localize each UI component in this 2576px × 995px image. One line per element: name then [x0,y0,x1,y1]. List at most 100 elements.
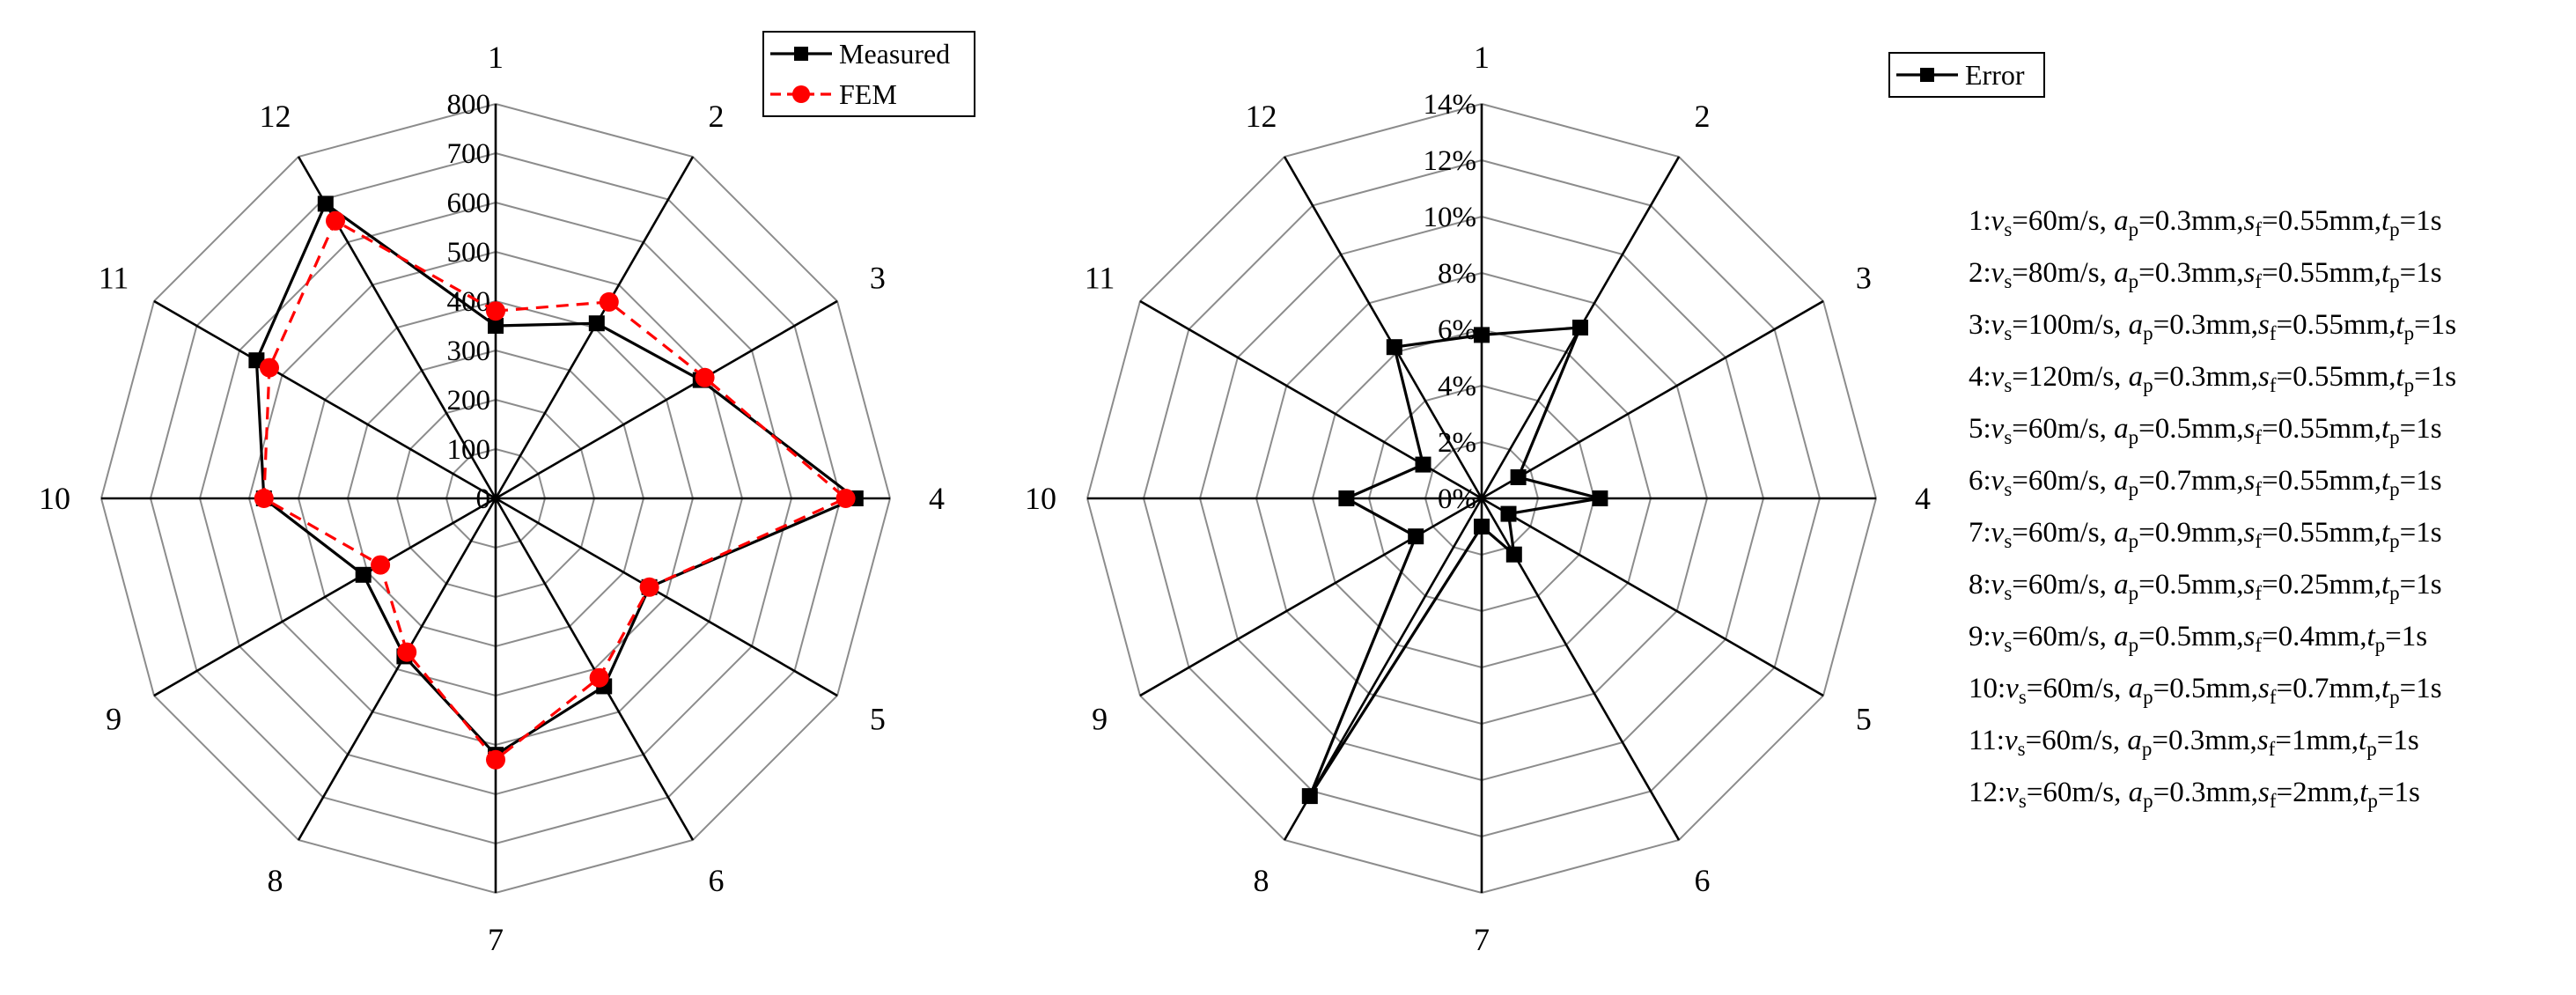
series-point [254,489,274,508]
radial-tick-label: 300 [447,335,491,367]
axis-label: 3 [870,261,886,296]
radial-tick-label: 100 [447,434,491,466]
series-point [1505,546,1522,563]
axis-spoke [153,299,497,500]
legend-marker [792,85,810,103]
radar-spokes [1087,104,1876,893]
axis-label: 9 [1092,702,1108,737]
axis-spoke [153,497,497,697]
radar-chart-1: 1234567891011120100200300400500600700800… [39,31,975,957]
param-legend-item: 1:vs=60m/s, ap=0.3mm,sf=0.55mm,tp=1s [1969,205,2442,240]
legend-entry: Error [1896,59,2025,91]
param-legend-item: 11:vs=60m/s, ap=0.3mm,sf=1mm,tp=1s [1969,725,2419,760]
radar-spokes [101,104,890,893]
legend-entry: FEM [770,78,897,110]
axis-label: 10 [1025,481,1056,516]
legend-label: Error [1965,59,2025,91]
legend-marker [1920,68,1934,82]
series-point [260,357,279,378]
legend-marker [794,47,808,61]
series-point [1510,469,1527,485]
series-point [599,291,619,312]
param-legend-item: 5:vs=60m/s, ap=0.5mm,sf=0.55mm,tp=1s [1969,413,2442,448]
radial-tick-label: 400 [447,286,491,318]
axis-label: 7 [1474,922,1490,957]
series-point [1386,339,1402,356]
param-legend-item: 6:vs=60m/s, ap=0.7mm,sf=0.55mm,tp=1s [1969,465,2442,500]
axis-label: 1 [488,40,504,75]
axis-label: 10 [39,481,70,516]
axis-label: 11 [1085,261,1115,296]
radial-tick-label: 8% [1438,258,1476,290]
series-point [589,667,609,688]
radial-tick-label: 0% [1438,483,1476,515]
axis-spoke [495,299,838,500]
axis-label: 6 [1695,863,1711,898]
series-point [588,315,605,332]
param-legend-item: 3:vs=100m/s, ap=0.3mm,sf=0.55mm,tp=1s [1969,309,2457,344]
radial-tick-label: 200 [447,385,491,416]
radial-tick-label: 500 [447,237,491,269]
param-legend-item: 7:vs=60m/s, ap=0.9mm,sf=0.55mm,tp=1s [1969,517,2442,552]
radial-tick-label: 12% [1424,145,1477,177]
series-line [254,201,858,757]
series-measured [248,195,864,763]
series-point [639,577,659,597]
series-point [486,301,505,321]
radial-tick-label: 10% [1424,202,1477,233]
series-point [695,367,715,387]
radial-tick-labels: 0 100 200 300 400 500 600 700 800 [447,89,491,515]
series-point [1572,320,1588,335]
series-point [1592,490,1608,506]
axis-label: 6 [709,863,725,898]
axis-label: 12 [260,99,291,134]
axis-spoke [1283,156,1483,499]
series-point [371,555,391,575]
param-legend-item: 10:vs=60m/s, ap=0.5mm,sf=0.7mm,tp=1s [1969,673,2442,708]
radial-tick-label: 0 [476,483,491,515]
axis-spoke [495,497,838,697]
series-point [488,318,504,334]
radial-tick-label: 800 [447,89,491,121]
series-point [486,749,505,770]
axis-label: 1 [1474,40,1490,75]
axis-label: 11 [99,261,129,296]
axis-label: 2 [1695,99,1711,134]
axis-label: 8 [268,863,283,898]
axis-spoke [1481,497,1824,697]
chart-legend: Error [1888,52,2045,98]
param-legend-item: 4:vs=120m/s, ap=0.3mm,sf=0.55mm,tp=1s [1969,361,2457,396]
radial-tick-label: 4% [1438,371,1476,402]
chart-legend: Measured FEM [762,31,975,117]
radial-tick-labels: 0%2%4%6%8%10%12%14% [1424,89,1477,515]
axis-label: 12 [1246,99,1277,134]
legend-label: Measured [839,38,950,70]
series-point [397,642,417,662]
series-point [1408,528,1424,545]
series-fem [254,210,856,770]
axis-label: 5 [870,702,886,737]
param-legend-item: 2:vs=80m/s, ap=0.3mm,sf=0.55mm,tp=1s [1969,257,2442,292]
param-legend-item: 9:vs=60m/s, ap=0.5mm,sf=0.4mm,tp=1s [1969,621,2428,656]
axis-label: 2 [709,99,725,134]
axis-label: 4 [1915,481,1931,516]
axis-spoke [1139,497,1483,697]
series-point [1415,456,1432,473]
axis-label: 8 [1254,863,1270,898]
series-point [326,210,345,231]
series-error [1301,320,1608,805]
radial-tick-label: 14% [1424,89,1477,121]
param-legend-item: 12:vs=60m/s, ap=0.3mm,sf=2mm,tp=1s [1969,777,2420,812]
series-point [1301,788,1318,805]
series-point [835,489,856,508]
axis-label: 7 [488,922,504,957]
radial-tick-label: 700 [447,138,491,170]
axis-spoke [297,498,497,841]
series-point [1500,505,1517,522]
param-legend-item: 8:vs=60m/s, ap=0.5mm,sf=0.25mm,tp=1s [1969,569,2442,604]
series-point [355,566,372,583]
